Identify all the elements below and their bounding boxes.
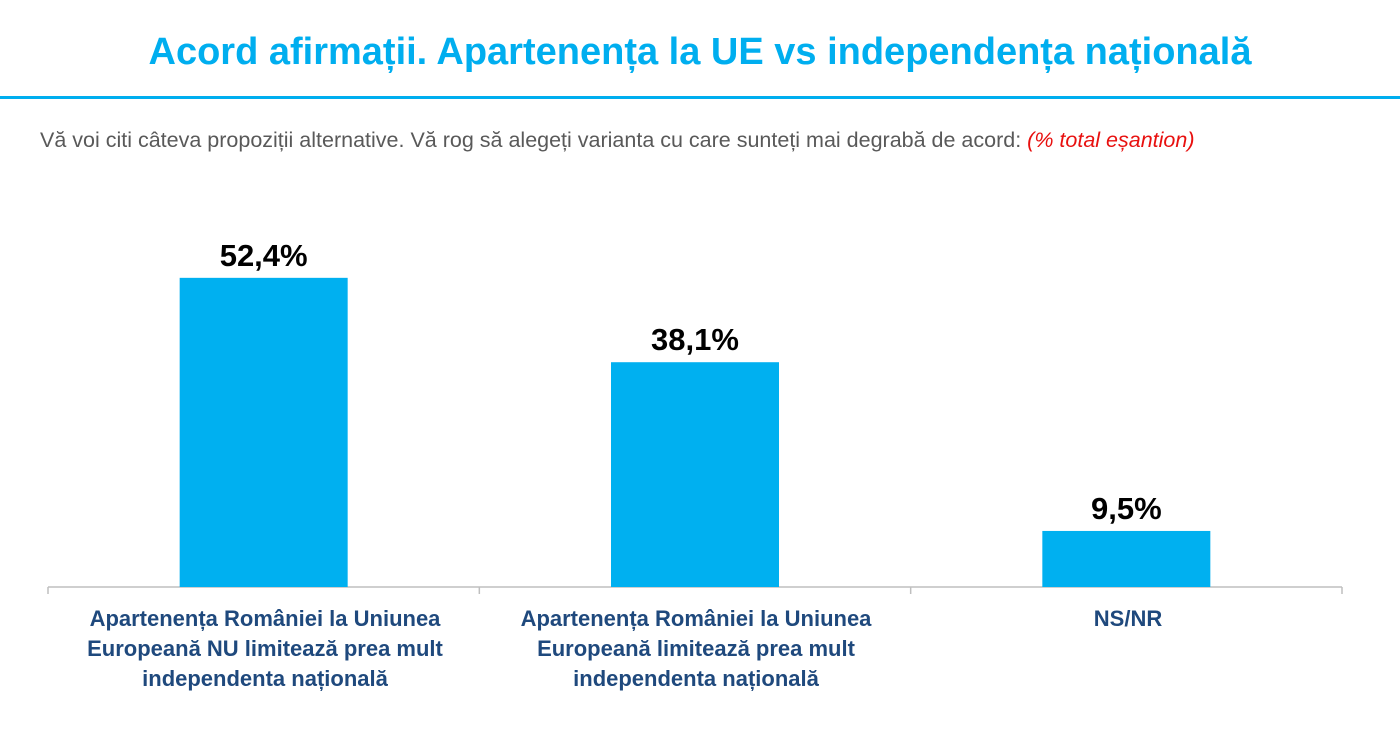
subtitle-text: Vă voi citi câteva propoziții alternativ…: [40, 128, 1022, 152]
category-label-2: Apartenența României la Uniunea European…: [520, 606, 872, 691]
bar-2: [611, 362, 779, 587]
category-label-3: NS/NR: [1093, 606, 1163, 631]
data-label-1: 52,4%: [220, 238, 308, 273]
bar-1: [179, 277, 348, 587]
title-divider: [0, 96, 1400, 99]
data-label-2: 38,1%: [651, 322, 739, 357]
data-label-3: 9,5%: [1091, 491, 1162, 526]
category-label-1: Apartenența României la Uniunea European…: [87, 606, 443, 691]
chart-subtitle: Vă voi citi câteva propoziții alternativ…: [40, 124, 1385, 156]
subtitle-note: (% total eșantion): [1027, 128, 1195, 152]
page-title: Acord afirmații. Apartenența la UE vs in…: [148, 31, 1252, 73]
bar-3: [1042, 530, 1211, 587]
